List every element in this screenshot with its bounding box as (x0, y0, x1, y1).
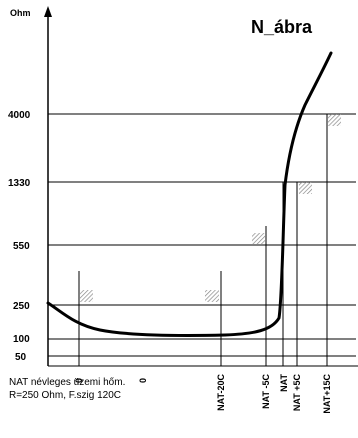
hatch-box (299, 182, 312, 194)
hatch-box (80, 290, 93, 302)
y-axis-arrow-icon (44, 6, 52, 17)
y-tick-100: 100 (13, 334, 30, 345)
y-axis-unit-label: Ohm (10, 8, 31, 18)
hatch-boxes (80, 114, 341, 302)
y-tick-50: 50 (15, 352, 27, 363)
hatch-box (252, 233, 265, 244)
y-tick-1330: 1330 (8, 178, 31, 189)
x-tick-nat-plus5c: NAT +5C (292, 374, 302, 412)
y-tick-550: 550 (13, 241, 30, 252)
y-tick-4000: 4000 (8, 110, 31, 121)
resistance-curve (46, 51, 333, 337)
note-line-1: NAT névleges üzemi hőm. (9, 377, 125, 388)
x-tick-nat-plus15c: NAT+15C (322, 374, 332, 414)
x-tick-nat-20c: NAT-20C (216, 374, 226, 411)
hatch-box (205, 290, 219, 302)
y-tick-250: 250 (13, 301, 30, 312)
x-tick-nat: NAT (279, 374, 289, 392)
x-tick-nat-5c: NAT -5C (261, 374, 271, 409)
note-line-2: R=250 Ohm, F.szig 120C (9, 390, 121, 401)
x-tick-0-a: 0 (74, 378, 84, 383)
hatch-box (328, 114, 341, 126)
x-tick-0-b: 0 (138, 378, 148, 383)
chart-title: N_ábra (251, 17, 313, 37)
horizontal-gridlines (48, 113, 356, 357)
